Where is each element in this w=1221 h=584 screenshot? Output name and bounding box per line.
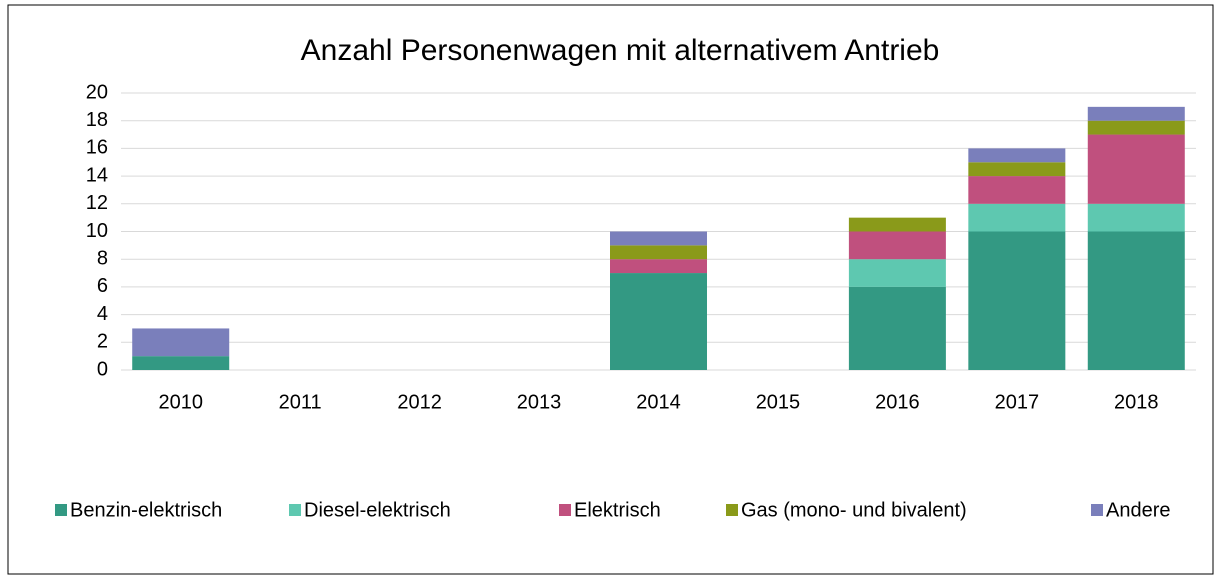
x-tick-label: 2012 — [397, 391, 442, 413]
bar-segment — [1087, 134, 1185, 204]
bar-segment — [610, 245, 707, 260]
y-tick-label: 16 — [86, 137, 108, 159]
bar-segment — [968, 148, 1066, 163]
bar-segment — [968, 176, 1066, 204]
bar-segment — [848, 217, 946, 232]
y-tick-label: 6 — [97, 275, 108, 297]
y-tick-label: 14 — [86, 164, 108, 186]
x-tick-label: 2014 — [636, 391, 681, 413]
bar-segment — [132, 356, 230, 370]
bar-segment — [848, 259, 946, 287]
x-tick-label: 2015 — [756, 391, 801, 413]
legend-label: Elektrisch — [574, 499, 661, 521]
y-tick-label: 10 — [86, 220, 108, 242]
legend-label: Diesel-elektrisch — [304, 499, 451, 521]
y-tick-label: 18 — [86, 109, 108, 131]
chart-title: Anzahl Personenwagen mit alternativem An… — [301, 34, 940, 67]
bar-segment — [1087, 120, 1185, 135]
y-tick-label: 8 — [97, 247, 108, 269]
x-tick-label: 2013 — [517, 391, 562, 413]
x-tick-label: 2011 — [279, 391, 322, 413]
bar-segment — [1087, 106, 1185, 121]
legend-label: Gas (mono- und bivalent) — [741, 499, 967, 521]
bar-segment — [968, 231, 1066, 370]
bar-segment — [610, 273, 707, 370]
y-tick-label: 12 — [86, 192, 108, 214]
bar-segment — [132, 328, 230, 357]
legend-label: Andere — [1106, 499, 1171, 521]
legend-swatch — [1091, 504, 1103, 516]
bar-segment — [610, 231, 707, 246]
bar-segment — [848, 286, 946, 370]
legend-swatch — [726, 504, 738, 516]
legend-swatch — [55, 504, 67, 516]
y-tick-label: 0 — [97, 358, 108, 380]
y-tick-label: 4 — [97, 303, 108, 325]
y-tick-label: 2 — [97, 331, 108, 353]
legend-swatch — [289, 504, 301, 516]
legend-label: Benzin-elektrisch — [70, 499, 222, 521]
x-tick-label: 2017 — [995, 391, 1040, 413]
legend-swatch — [559, 504, 571, 516]
bar-segment — [968, 162, 1066, 177]
y-tick-label: 20 — [86, 81, 108, 103]
bar-segment — [1087, 231, 1185, 370]
bar-segment — [610, 259, 707, 274]
bar-segment — [848, 231, 946, 260]
x-tick-label: 2016 — [875, 391, 920, 413]
bar-segment — [1087, 203, 1185, 232]
x-tick-label: 2018 — [1114, 391, 1159, 413]
x-tick-label: 2010 — [158, 391, 203, 413]
bar-segment — [968, 203, 1066, 232]
